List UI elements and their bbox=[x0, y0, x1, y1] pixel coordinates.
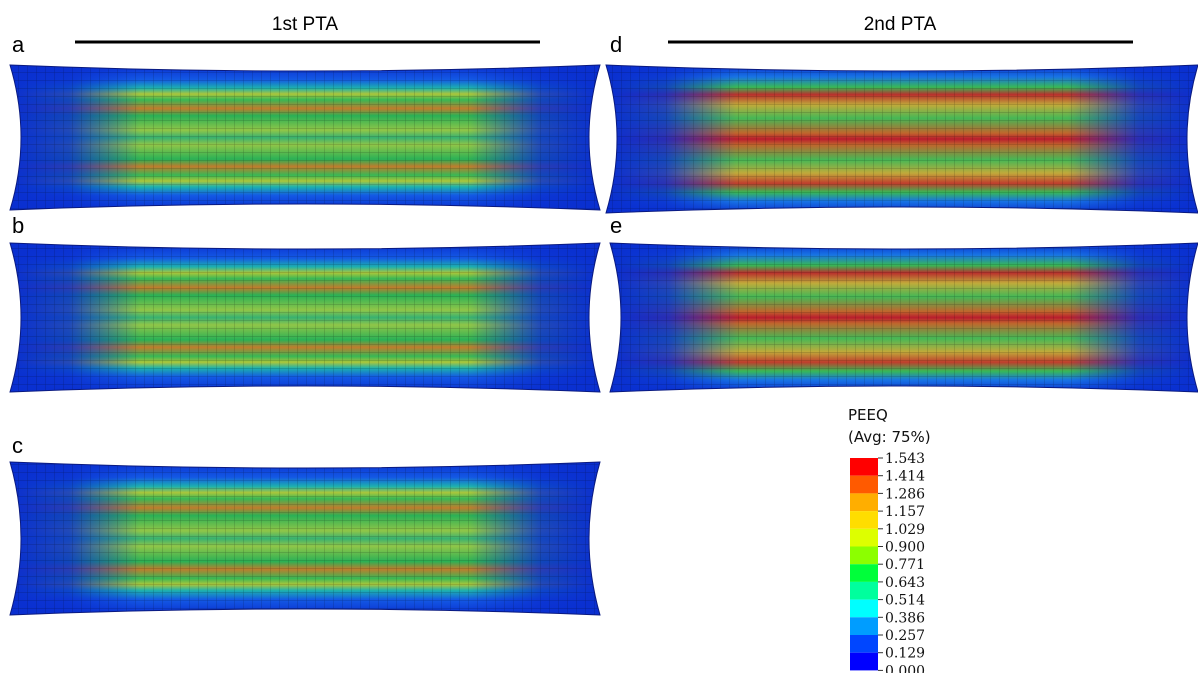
legend-title: PEEQ bbox=[848, 406, 888, 424]
legend-tick-label: 1.029 bbox=[885, 522, 925, 538]
panel-label: b bbox=[12, 213, 24, 238]
column-title: 1st PTA bbox=[272, 14, 338, 35]
legend-tick-label: 1.543 bbox=[885, 451, 925, 467]
panel-label: a bbox=[12, 32, 25, 57]
legend-subtitle: (Avg: 75%) bbox=[848, 428, 931, 446]
legend-band bbox=[850, 511, 878, 529]
contour-panel bbox=[10, 243, 600, 392]
legend-band bbox=[850, 547, 878, 565]
legend-tick-label: 1.157 bbox=[885, 504, 925, 520]
legend-tick-label: 0.000 bbox=[885, 663, 925, 673]
legend-tick-label: 0.257 bbox=[885, 628, 925, 644]
legend-tick-label: 0.900 bbox=[885, 540, 925, 556]
legend-band bbox=[850, 458, 878, 476]
legend-band bbox=[850, 493, 878, 511]
column-title: 2nd PTA bbox=[864, 14, 937, 35]
legend-tick-label: 0.386 bbox=[885, 610, 925, 626]
legend-band bbox=[850, 529, 878, 547]
panel-label: d bbox=[610, 32, 622, 57]
legend-band bbox=[850, 564, 878, 582]
panel-label: e bbox=[610, 213, 622, 238]
contour-panel bbox=[606, 65, 1198, 213]
legend-band bbox=[850, 582, 878, 600]
legend-band bbox=[850, 476, 878, 494]
legend-band bbox=[850, 635, 878, 653]
legend-tick-label: 0.129 bbox=[885, 646, 925, 662]
legend-tick-label: 0.643 bbox=[885, 575, 925, 591]
legend-band bbox=[850, 653, 878, 671]
legend-tick-label: 0.514 bbox=[885, 593, 925, 609]
legend-tick-label: 0.771 bbox=[885, 557, 925, 573]
contour-panel bbox=[610, 243, 1198, 392]
legend-tick-label: 1.286 bbox=[885, 486, 925, 502]
contour-panel bbox=[10, 65, 600, 210]
panel-label: c bbox=[12, 433, 23, 458]
contour-panel bbox=[10, 462, 600, 615]
legend-band bbox=[850, 600, 878, 618]
legend-band bbox=[850, 617, 878, 635]
legend-tick-label: 1.414 bbox=[885, 469, 925, 485]
figure: 1st PTA 2nd PTA PEEQ (Avg: 75%) a b c d e 1.5… bbox=[0, 0, 1198, 673]
